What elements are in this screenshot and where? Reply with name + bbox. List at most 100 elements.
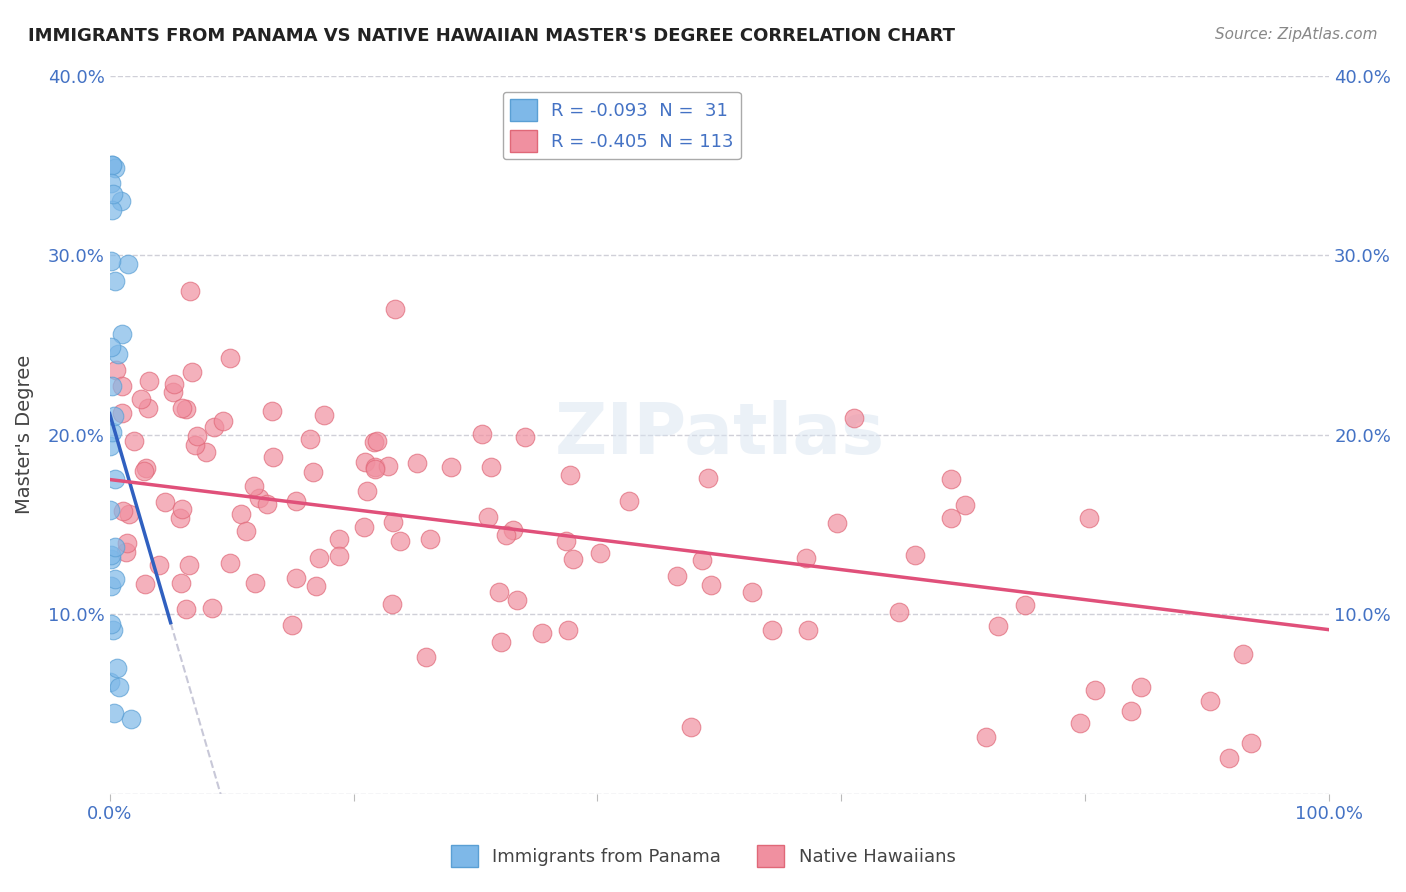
Point bbox=[471, 426, 494, 441]
Point bbox=[1069, 716, 1091, 731]
Point bbox=[115, 545, 138, 559]
Point bbox=[103, 186, 125, 201]
Point bbox=[987, 619, 1010, 633]
Point bbox=[100, 176, 122, 190]
Text: ZIPatlas: ZIPatlas bbox=[554, 401, 884, 469]
Point bbox=[148, 558, 170, 573]
Point bbox=[229, 507, 252, 521]
Point bbox=[186, 428, 208, 442]
Y-axis label: Master's Degree: Master's Degree bbox=[15, 355, 34, 514]
Point bbox=[939, 472, 962, 486]
Point bbox=[172, 502, 194, 516]
Point bbox=[377, 458, 399, 473]
Point bbox=[98, 675, 121, 690]
Point bbox=[111, 327, 134, 342]
Point bbox=[955, 498, 977, 512]
Point bbox=[176, 401, 198, 416]
Point bbox=[941, 511, 963, 525]
Point bbox=[419, 533, 441, 547]
Point bbox=[100, 552, 122, 566]
Point bbox=[100, 548, 122, 562]
Point bbox=[1084, 682, 1107, 697]
Point bbox=[974, 730, 997, 744]
Point bbox=[100, 253, 122, 268]
Point bbox=[262, 450, 284, 465]
Point bbox=[262, 403, 284, 417]
Point bbox=[1232, 647, 1254, 661]
Legend: Immigrants from Panama, Native Hawaiians: Immigrants from Panama, Native Hawaiians bbox=[443, 838, 963, 874]
Point bbox=[235, 524, 257, 539]
Point bbox=[382, 515, 405, 529]
Point bbox=[101, 158, 124, 172]
Point bbox=[405, 456, 427, 470]
Point bbox=[111, 378, 134, 392]
Point bbox=[104, 572, 127, 586]
Point bbox=[560, 467, 582, 482]
Point bbox=[100, 340, 122, 354]
Point bbox=[177, 558, 200, 572]
Point bbox=[284, 493, 307, 508]
Point bbox=[363, 462, 385, 476]
Point bbox=[761, 623, 783, 637]
Point bbox=[530, 626, 553, 640]
Point bbox=[1078, 511, 1101, 525]
Point bbox=[354, 455, 377, 469]
Point bbox=[904, 548, 927, 562]
Point bbox=[440, 459, 463, 474]
Point bbox=[477, 510, 499, 524]
Point bbox=[138, 401, 160, 415]
Point bbox=[101, 378, 124, 392]
Point bbox=[243, 575, 266, 590]
Point bbox=[328, 549, 350, 564]
Point bbox=[495, 528, 517, 542]
Point bbox=[155, 495, 177, 509]
Point bbox=[256, 497, 278, 511]
Point bbox=[111, 503, 134, 517]
Point bbox=[491, 635, 513, 649]
Point bbox=[105, 660, 128, 674]
Point bbox=[561, 552, 583, 566]
Point bbox=[887, 606, 910, 620]
Point bbox=[103, 706, 125, 720]
Point bbox=[104, 472, 127, 486]
Point bbox=[134, 577, 156, 591]
Point bbox=[366, 434, 388, 449]
Point bbox=[589, 546, 612, 560]
Point bbox=[415, 649, 437, 664]
Point bbox=[555, 534, 578, 549]
Point bbox=[103, 409, 125, 423]
Point bbox=[179, 284, 201, 298]
Point bbox=[170, 576, 193, 591]
Point bbox=[100, 158, 122, 172]
Point bbox=[243, 479, 266, 493]
Point bbox=[104, 274, 127, 288]
Point bbox=[169, 511, 191, 525]
Point bbox=[515, 430, 537, 444]
Point bbox=[284, 571, 307, 585]
Point bbox=[117, 507, 139, 521]
Point bbox=[1199, 694, 1222, 708]
Point bbox=[356, 483, 378, 498]
Point bbox=[388, 533, 411, 548]
Point bbox=[100, 616, 122, 631]
Point bbox=[180, 365, 202, 379]
Point bbox=[163, 376, 186, 391]
Text: IMMIGRANTS FROM PANAMA VS NATIVE HAWAIIAN MASTER'S DEGREE CORRELATION CHART: IMMIGRANTS FROM PANAMA VS NATIVE HAWAIIA… bbox=[28, 27, 955, 45]
Point bbox=[131, 392, 153, 406]
Point bbox=[842, 411, 865, 425]
Point bbox=[101, 425, 124, 439]
Point bbox=[212, 414, 235, 428]
Point bbox=[697, 470, 720, 484]
Point bbox=[741, 584, 763, 599]
Point bbox=[162, 385, 184, 400]
Point bbox=[312, 408, 335, 422]
Point bbox=[174, 602, 197, 616]
Point bbox=[110, 406, 132, 420]
Point bbox=[117, 257, 139, 271]
Point bbox=[107, 347, 129, 361]
Point bbox=[298, 432, 321, 446]
Point bbox=[502, 523, 524, 537]
Point bbox=[202, 420, 225, 434]
Point bbox=[1218, 751, 1240, 765]
Point bbox=[796, 551, 818, 566]
